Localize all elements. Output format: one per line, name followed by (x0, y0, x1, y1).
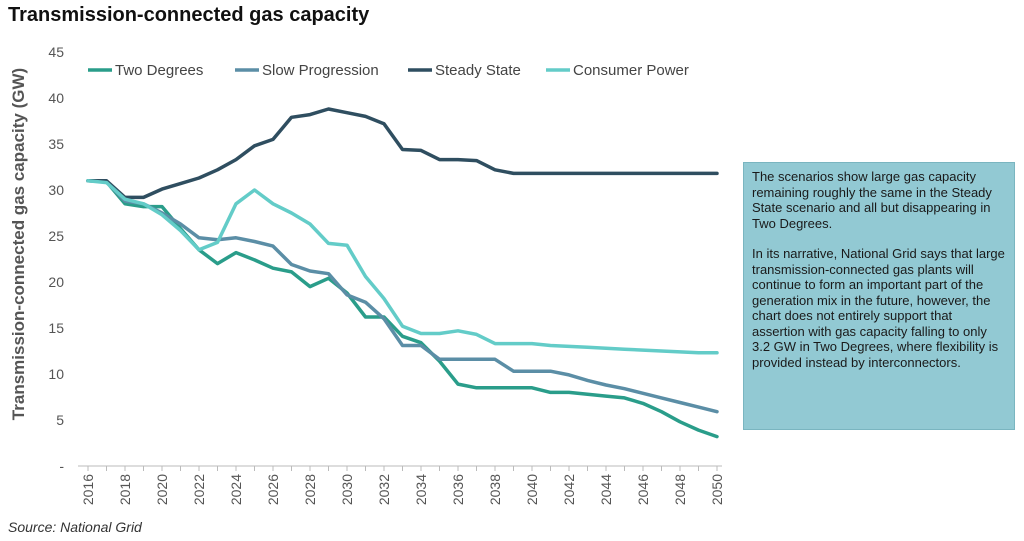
x-tick-label: 2018 (117, 474, 133, 505)
x-tick-label: 2024 (228, 474, 244, 505)
y-tick-label: 25 (48, 228, 64, 244)
y-tick-label: 20 (48, 274, 64, 290)
x-tick-label: 2030 (339, 474, 355, 505)
x-tick-label: 2038 (487, 474, 503, 505)
x-tick-label: 2032 (376, 474, 392, 505)
y-tick-label: 40 (48, 90, 64, 106)
y-axis-label: Transmission-connected gas capacity (GW) (9, 68, 28, 420)
annotation-paragraph-1: The scenarios show large gas capacity re… (752, 169, 992, 231)
legend-label-steady-state: Steady State (435, 62, 521, 79)
legend-label-consumer-power: Consumer Power (573, 62, 689, 79)
x-tick-label: 2026 (265, 474, 281, 505)
x-axis-ticks: 2016 2018 2020 2022 2024 2026 2028 2030 2032 2034… (80, 466, 725, 505)
series-line-steady-state (86, 107, 719, 200)
x-tick-label: 2020 (154, 474, 170, 505)
series-line-two-degrees (86, 179, 719, 439)
x-tick-label: 2022 (191, 474, 207, 505)
legend: Two Degrees Slow Progression Steady State C… (88, 62, 689, 79)
x-tick-label: 2044 (598, 474, 614, 505)
x-tick-label: 2028 (302, 474, 318, 505)
series-line-consumer-power (86, 179, 719, 355)
x-tick-label: 2042 (561, 474, 577, 505)
y-tick-label: 45 (48, 44, 64, 60)
x-tick-label: 2050 (709, 474, 725, 505)
x-tick-label: 2016 (80, 474, 96, 505)
y-tick-label: 5 (56, 412, 64, 428)
x-tick-label: 2034 (413, 474, 429, 505)
series-lines (86, 107, 719, 439)
y-tick-label: 35 (48, 136, 64, 152)
x-tick-label: 2036 (450, 474, 466, 505)
annotation-paragraph-2: In its narrative, National Grid says tha… (752, 246, 1005, 370)
x-tick-label: 2048 (672, 474, 688, 505)
y-tick-label: 30 (48, 182, 64, 198)
legend-label-two-degrees: Two Degrees (115, 62, 203, 79)
legend-label-slow-progression: Slow Progression (262, 62, 379, 79)
y-tick-label: 15 (48, 320, 64, 336)
y-tick-label: - (59, 458, 64, 474)
chart-title: Transmission-connected gas capacity (8, 4, 370, 26)
series-line-slow-progression (86, 179, 719, 414)
annotation-box: The scenarios show large gas capacity re… (743, 162, 1015, 430)
y-axis-ticks: - 5 10 15 20 25 30 35 40 45 (48, 44, 64, 474)
x-tick-label: 2046 (635, 474, 651, 505)
y-tick-label: 10 (48, 366, 64, 382)
source-note: Source: National Grid (8, 519, 142, 535)
x-tick-label: 2040 (524, 474, 540, 505)
